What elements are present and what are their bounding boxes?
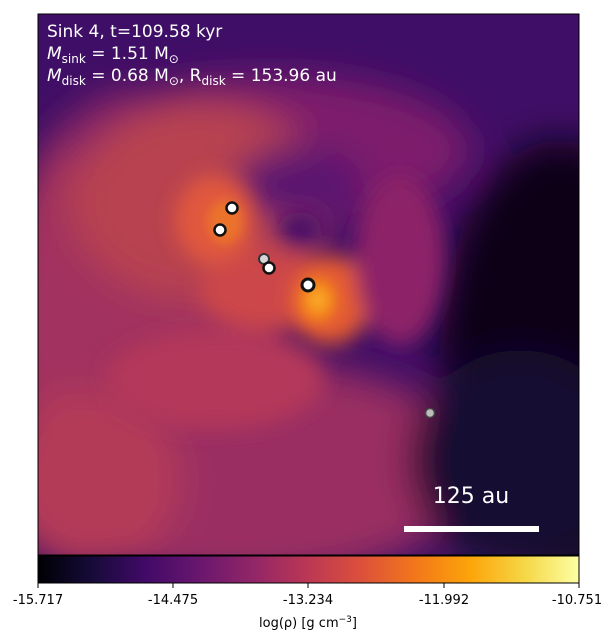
sink-marker-b <box>213 223 227 237</box>
colorbar-tick-label: -14.475 <box>148 593 198 608</box>
sink-time-label: Sink 4, t=109.58 kyr <box>47 22 222 42</box>
density-map <box>38 14 579 555</box>
sink-marker-e <box>424 407 436 419</box>
sink-marker-a <box>225 201 239 215</box>
disk-properties-label: Mdisk = 0.68 M⊙, Rdisk = 153.96 au <box>47 66 337 88</box>
scalebar-label: 125 au <box>433 484 509 509</box>
colorbar <box>37 555 580 584</box>
colorbar-ticks <box>37 583 580 588</box>
scalebar-bar <box>404 526 539 532</box>
sink-mass-label: Msink = 1.51 M⊙ <box>47 44 179 66</box>
colorbar-axis-label: log(ρ) [g cm−3] <box>259 615 357 631</box>
colorbar-tick-label: -10.751 <box>552 593 602 608</box>
colorbar-tick-label: -13.234 <box>283 593 333 608</box>
colorbar-tick-label: -11.992 <box>419 593 469 608</box>
colorbar-tick-label: -15.717 <box>13 593 63 608</box>
sink-marker-d <box>262 261 276 275</box>
sink-marker-main <box>300 277 316 293</box>
plot-frame <box>37 13 580 556</box>
sink-particles <box>213 201 436 419</box>
